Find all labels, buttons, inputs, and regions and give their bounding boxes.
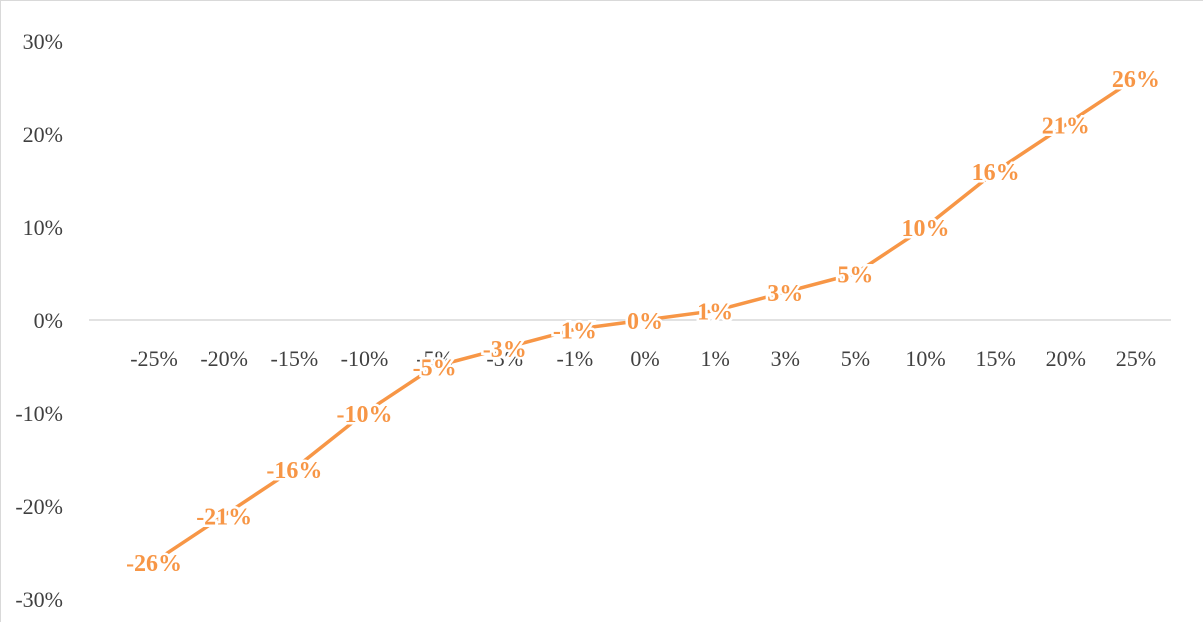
x-tick-label: 0% [630, 346, 659, 371]
x-tick-label: 25% [1116, 346, 1156, 371]
x-tick-label: 15% [976, 346, 1016, 371]
y-tick-label: -30% [15, 587, 63, 612]
x-tick-label: -1% [557, 346, 594, 371]
x-tick-label: 3% [771, 346, 800, 371]
y-tick-label: 0% [34, 308, 63, 333]
data-label: 5% [837, 263, 873, 289]
data-label: 26% [1112, 67, 1160, 93]
x-axis-ticks: -25% -20% -15% -10% -5% -3% -1% 0% 1% 3% 5% 10% 15% 2… [130, 346, 1156, 371]
data-label: 0% [627, 309, 663, 335]
data-label: -21% [196, 504, 252, 530]
y-axis-ticks: 30% 20% 10% 0% -10% -20% -30% [15, 29, 63, 612]
data-label: -26% [126, 551, 182, 577]
y-tick-label: 10% [23, 215, 63, 240]
y-tick-label: 30% [23, 29, 63, 54]
x-tick-label: 20% [1046, 346, 1086, 371]
data-label: -5% [413, 356, 457, 382]
y-tick-label: -10% [15, 401, 63, 426]
data-label: 10% [902, 216, 950, 242]
data-label: -10% [336, 402, 392, 428]
x-tick-label: 10% [905, 346, 945, 371]
x-tick-label: 1% [700, 346, 729, 371]
data-label: -16% [266, 458, 322, 484]
data-labels: -26% -21% -16% -10% -5% -3% -1% 0% 1% 3% 5% 10% 16% 2… [124, 65, 1163, 580]
x-tick-label: -25% [130, 346, 178, 371]
x-tick-label: -10% [341, 346, 389, 371]
data-label: 21% [1042, 114, 1090, 140]
data-label: -3% [483, 337, 527, 363]
y-tick-label: -20% [15, 494, 63, 519]
series-line [153, 76, 1137, 564]
data-label: 1% [697, 300, 733, 326]
x-tick-label: -15% [271, 346, 319, 371]
data-label: -1% [553, 318, 597, 344]
x-tick-label: 5% [841, 346, 870, 371]
data-label: 16% [972, 160, 1020, 186]
data-label: 3% [767, 281, 803, 307]
y-tick-label: 20% [23, 122, 63, 147]
x-tick-label: -20% [200, 346, 248, 371]
